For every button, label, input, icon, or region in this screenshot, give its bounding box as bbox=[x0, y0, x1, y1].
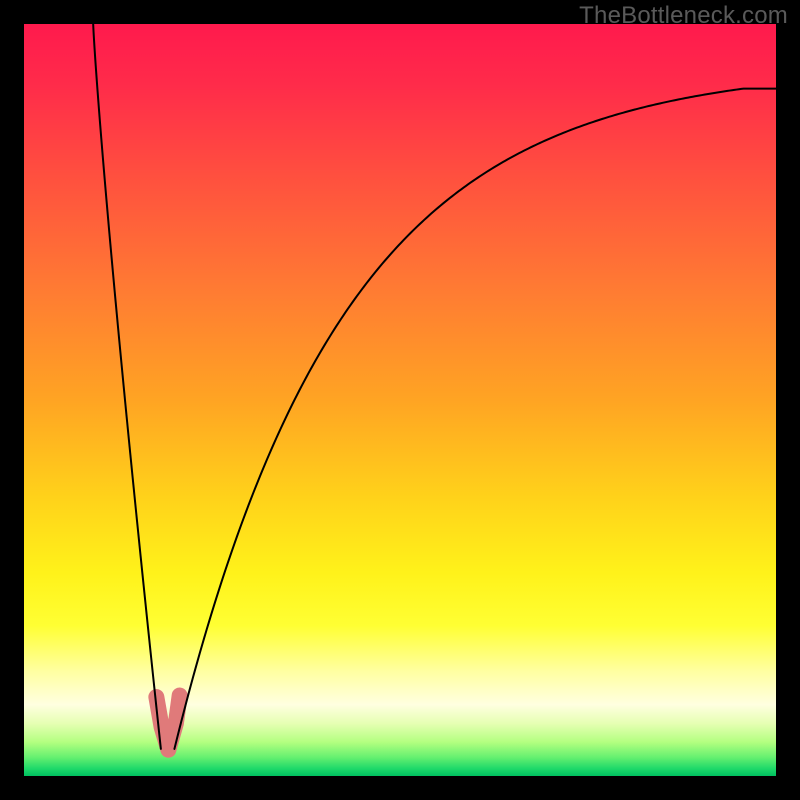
plot-area bbox=[24, 24, 776, 776]
bottleneck-curve-right bbox=[174, 89, 776, 749]
watermark-text: TheBottleneck.com bbox=[579, 2, 788, 30]
curve-overlay bbox=[24, 24, 776, 776]
bottleneck-curve-left bbox=[93, 24, 161, 749]
chart-frame: TheBottleneck.com bbox=[0, 0, 800, 800]
